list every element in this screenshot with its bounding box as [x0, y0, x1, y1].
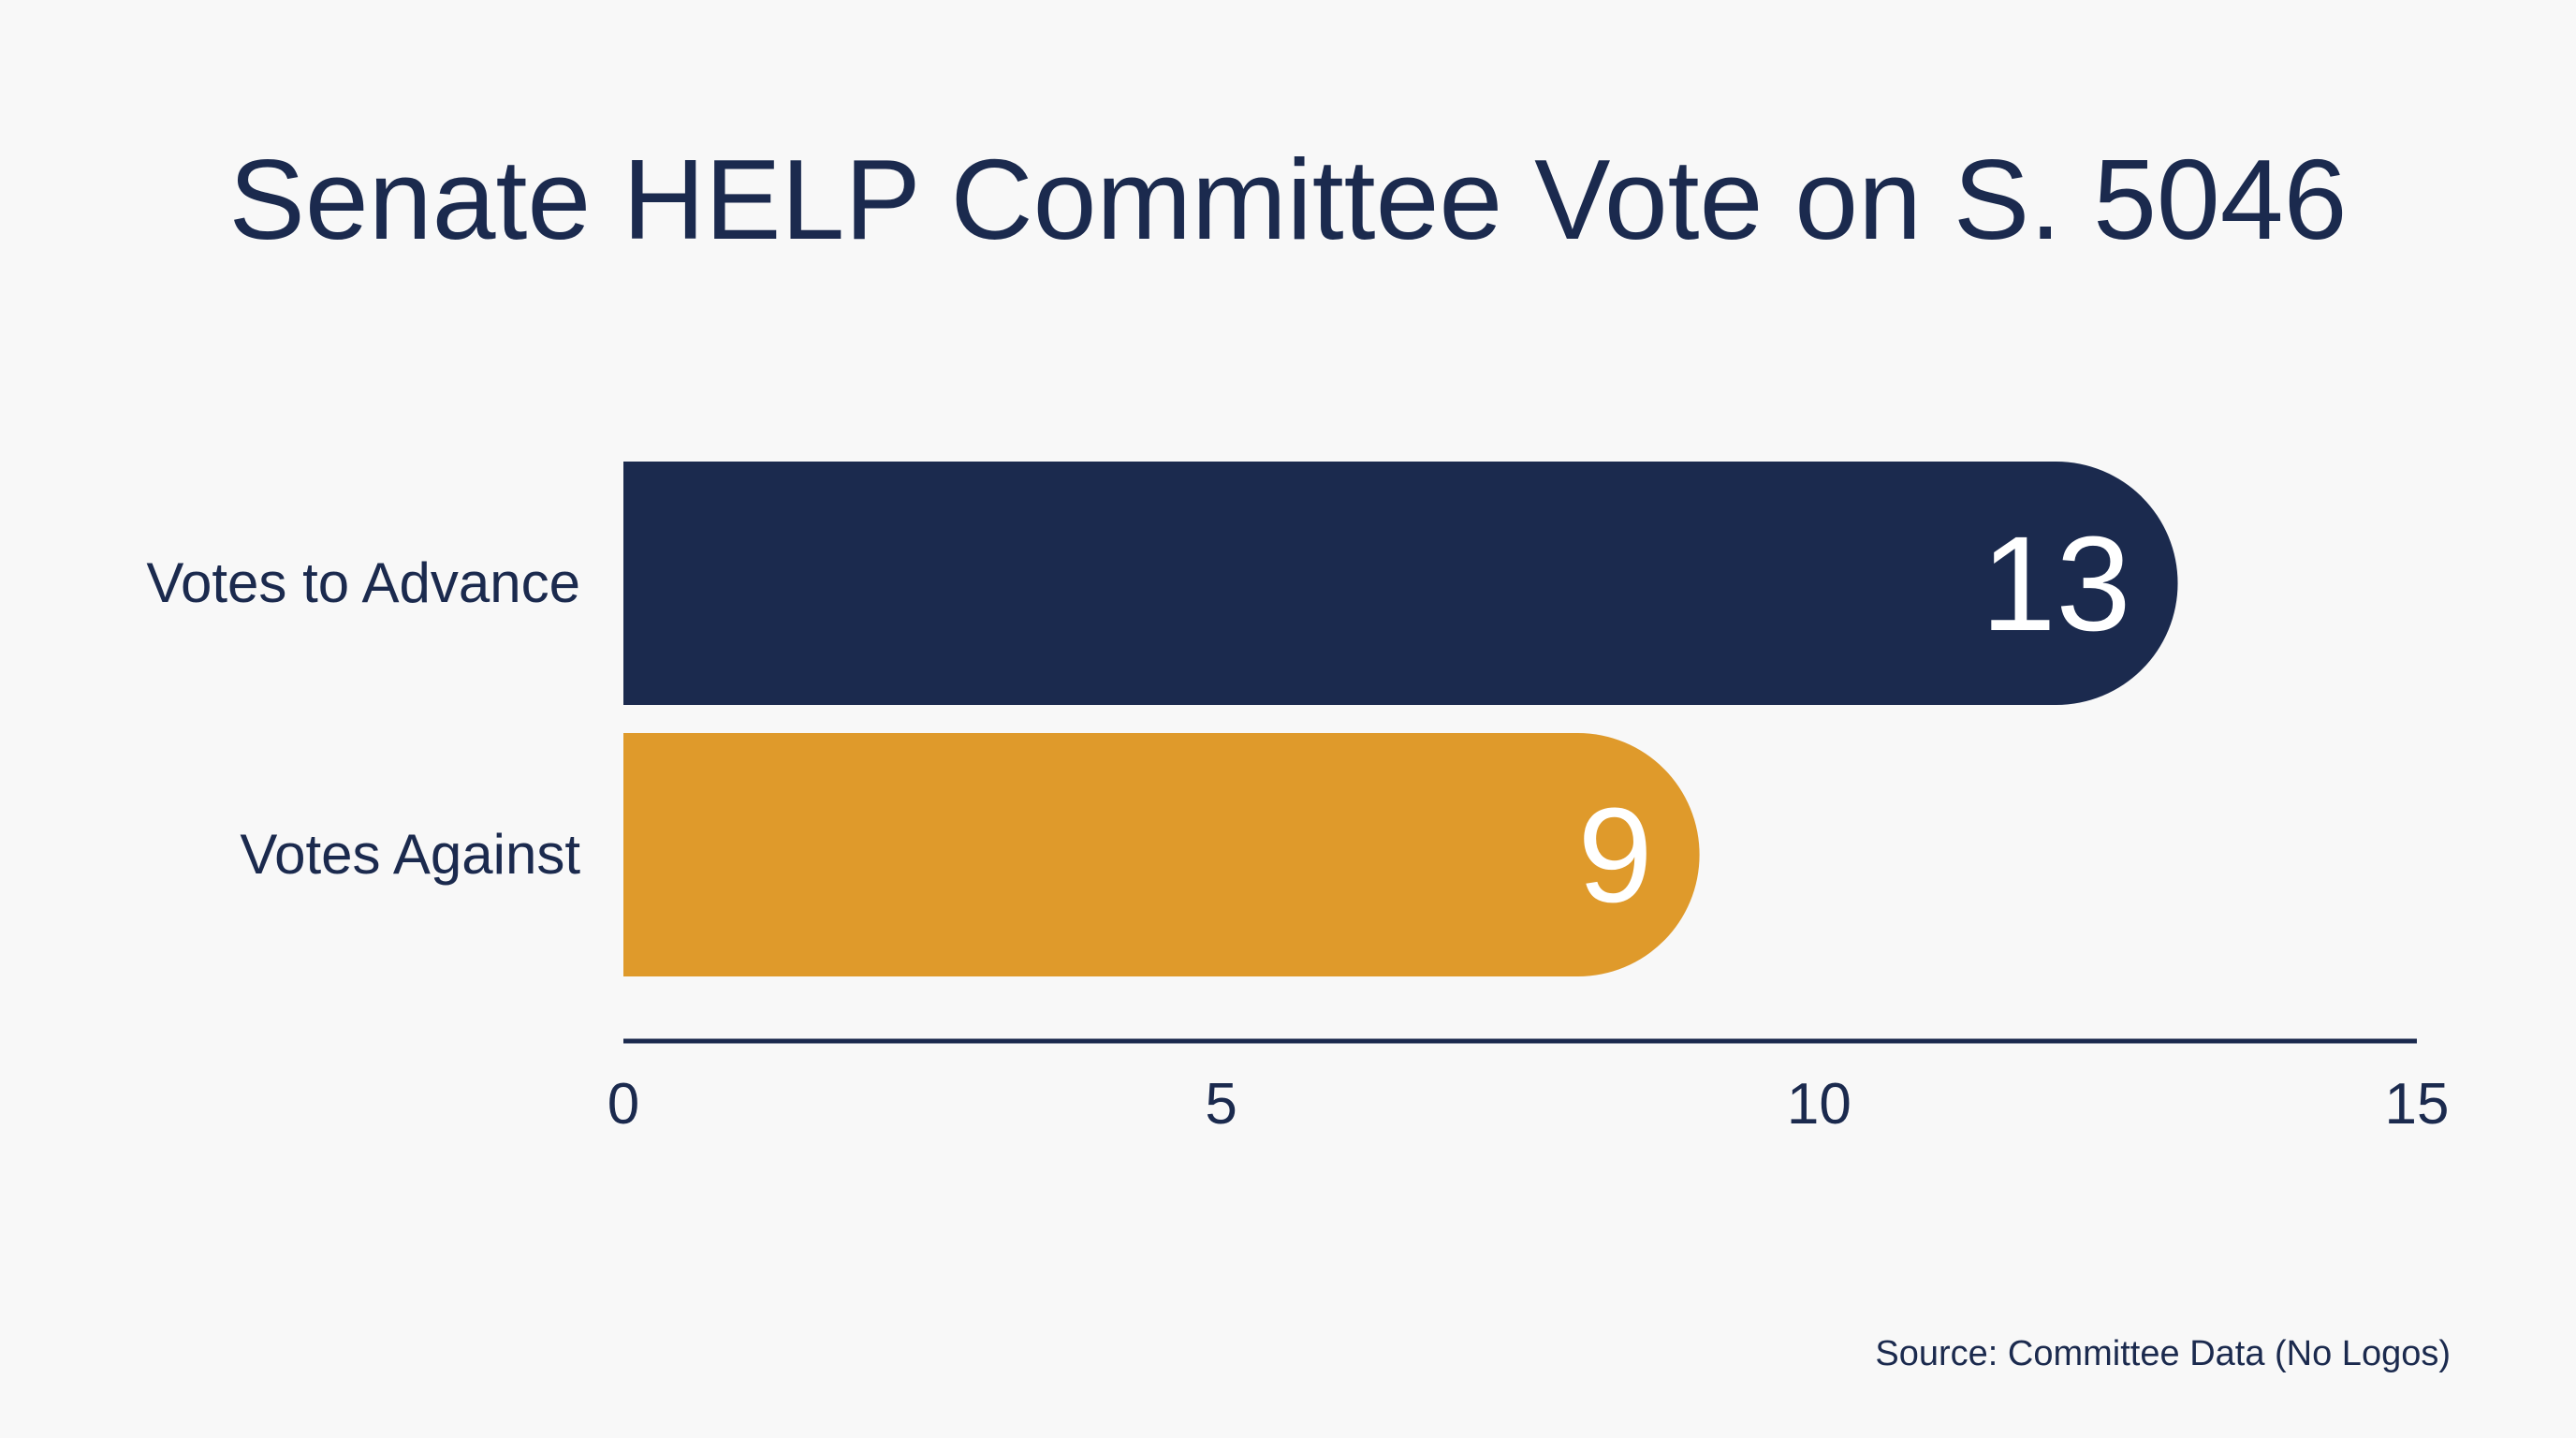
x-tick-label: 15: [2385, 1072, 2450, 1137]
category-label-votes-against: Votes Against: [240, 823, 580, 886]
category-label-votes-to-advance: Votes to Advance: [146, 551, 580, 614]
x-tick-label: 5: [1205, 1072, 1237, 1137]
bar-votes-to-advance: [623, 462, 2178, 705]
source-note: Source: Committee Data (No Logos): [1875, 1334, 2451, 1373]
chart-title: Senate HELP Committee Vote on S. 5046: [228, 136, 2348, 263]
x-tick-label: 10: [1787, 1072, 1852, 1137]
bar-votes-against: [623, 733, 1700, 976]
value-label-votes-to-advance: 13: [1981, 508, 2130, 659]
x-tick-label: 0: [607, 1072, 639, 1137]
value-label-votes-against: 9: [1578, 780, 1653, 931]
